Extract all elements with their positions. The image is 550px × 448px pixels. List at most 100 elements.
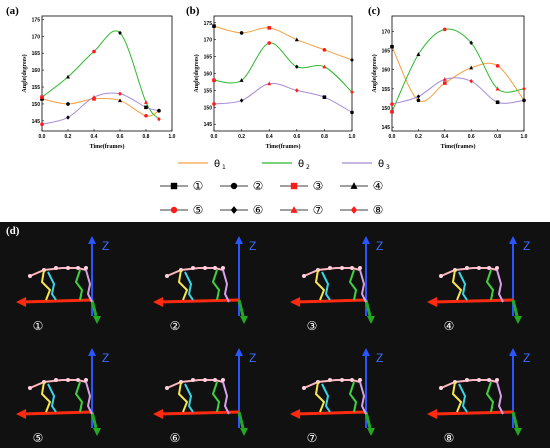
skeleton-leg-yellow — [40, 381, 52, 413]
y-tick-label: 150 — [32, 102, 41, 108]
skeleton-leg-green — [485, 269, 495, 301]
z-axis-arrowhead — [509, 236, 517, 244]
legend-marker-label: ⑦ — [313, 203, 324, 217]
y-axis-arrowhead — [367, 316, 375, 324]
skeleton — [165, 378, 230, 415]
z-axis-label: Z — [249, 351, 256, 365]
legend-marker-symbol — [350, 182, 358, 189]
legend-marker-symbol — [290, 182, 298, 190]
skeleton-joint — [213, 378, 217, 382]
skeleton — [28, 266, 93, 303]
z-axis-label: Z — [523, 351, 530, 365]
x-tick-label: 0.8 — [494, 134, 501, 140]
series-line-θ2 — [213, 42, 353, 93]
photo-number-label: ② — [170, 319, 181, 333]
x-axis-line — [158, 410, 240, 416]
skeleton-leg-green — [211, 269, 221, 301]
data-point — [390, 110, 394, 114]
x-axis-arrowhead — [427, 297, 437, 307]
legend-marker-label: ④ — [373, 179, 384, 193]
data-point — [212, 102, 216, 106]
x-tick-label: 0.6 — [117, 134, 124, 140]
skeleton-leg-cyan — [458, 383, 468, 413]
photo-number-label: ⑥ — [170, 431, 181, 445]
photo-frame-3: Z③ — [290, 236, 383, 333]
x-tick-label: 0.4 — [266, 134, 273, 140]
skeleton-leg-violet — [222, 381, 230, 415]
skeleton-joint — [66, 266, 70, 270]
y-tick-label: 155 — [204, 88, 213, 94]
panel-letter-b: (b) — [186, 5, 200, 17]
data-point — [416, 94, 421, 99]
data-point — [92, 97, 96, 101]
skeleton-leg-yellow — [314, 269, 326, 301]
data-point — [390, 44, 394, 49]
data-point — [495, 64, 500, 68]
z-axis-label: Z — [249, 239, 256, 253]
skeleton-joint — [28, 274, 32, 278]
photo-frame-8: Z⑧ — [427, 348, 530, 445]
y-axis-line — [237, 299, 245, 317]
photo-number-label: ⑧ — [444, 431, 455, 445]
data-point — [239, 98, 244, 103]
skeleton-spine — [166, 267, 224, 277]
data-point — [212, 24, 216, 28]
x-axis-title: Time(frames) — [90, 143, 125, 150]
skeleton-leg-yellow — [177, 381, 189, 413]
skeleton-leg-green — [485, 381, 495, 413]
x-axis-arrowhead — [153, 297, 163, 307]
skeleton-joint — [28, 386, 32, 390]
series-line-θ3 — [41, 92, 160, 125]
y-tick-label: 170 — [382, 29, 391, 35]
legend-theta-sub: 1 — [222, 164, 226, 171]
data-point — [212, 78, 216, 83]
y-tick-label: 165 — [32, 51, 41, 57]
x-axis-arrowhead — [16, 409, 26, 419]
skeleton-leg-cyan — [47, 271, 57, 301]
data-point — [295, 88, 299, 93]
y-tick-label: 160 — [204, 72, 213, 78]
skeleton-leg-green — [211, 381, 221, 413]
skeleton-joint — [221, 266, 225, 270]
data-point — [267, 41, 272, 45]
data-point — [157, 108, 161, 113]
data-point — [390, 102, 394, 106]
series-line-θ1 — [391, 46, 525, 103]
legend-marker-label: ③ — [313, 179, 324, 193]
y-axis-line — [511, 299, 519, 317]
skeleton-joint — [487, 378, 491, 382]
data-point — [322, 95, 327, 99]
data-point — [40, 122, 44, 127]
skeleton-leg-violet — [359, 269, 367, 303]
y-tick-label: 150 — [204, 105, 213, 111]
skeleton-joint — [477, 266, 481, 270]
photo-frame-6: Z⑥ — [153, 348, 256, 445]
y-tick-label: 150 — [382, 106, 391, 112]
skeleton-joint — [328, 266, 332, 270]
x-tick-label: 0.8 — [143, 134, 150, 140]
data-point — [66, 102, 70, 106]
skeleton-joint — [213, 266, 217, 270]
legend-marker-label: ⑥ — [253, 203, 264, 217]
data-point — [442, 77, 447, 81]
data-point — [469, 65, 474, 70]
skeleton-joint — [66, 378, 70, 382]
legend-marker-symbol — [170, 182, 178, 190]
data-point — [322, 48, 327, 52]
x-axis-line — [295, 298, 367, 304]
x-axis-line — [158, 298, 240, 304]
y-tick-label: 175 — [32, 17, 41, 23]
data-point — [92, 95, 96, 99]
z-axis-arrowhead — [88, 348, 96, 356]
skeleton-joint — [221, 378, 225, 382]
y-axis-line — [364, 411, 372, 429]
x-tick-label: 1.0 — [349, 134, 356, 140]
data-point — [144, 105, 148, 110]
x-tick-label: 0.4 — [441, 134, 448, 140]
z-axis-label: Z — [102, 239, 109, 253]
z-axis-label: Z — [102, 351, 109, 365]
z-axis-label: Z — [376, 351, 383, 365]
skeleton-joint — [439, 386, 443, 390]
skeleton-joint — [302, 386, 306, 390]
